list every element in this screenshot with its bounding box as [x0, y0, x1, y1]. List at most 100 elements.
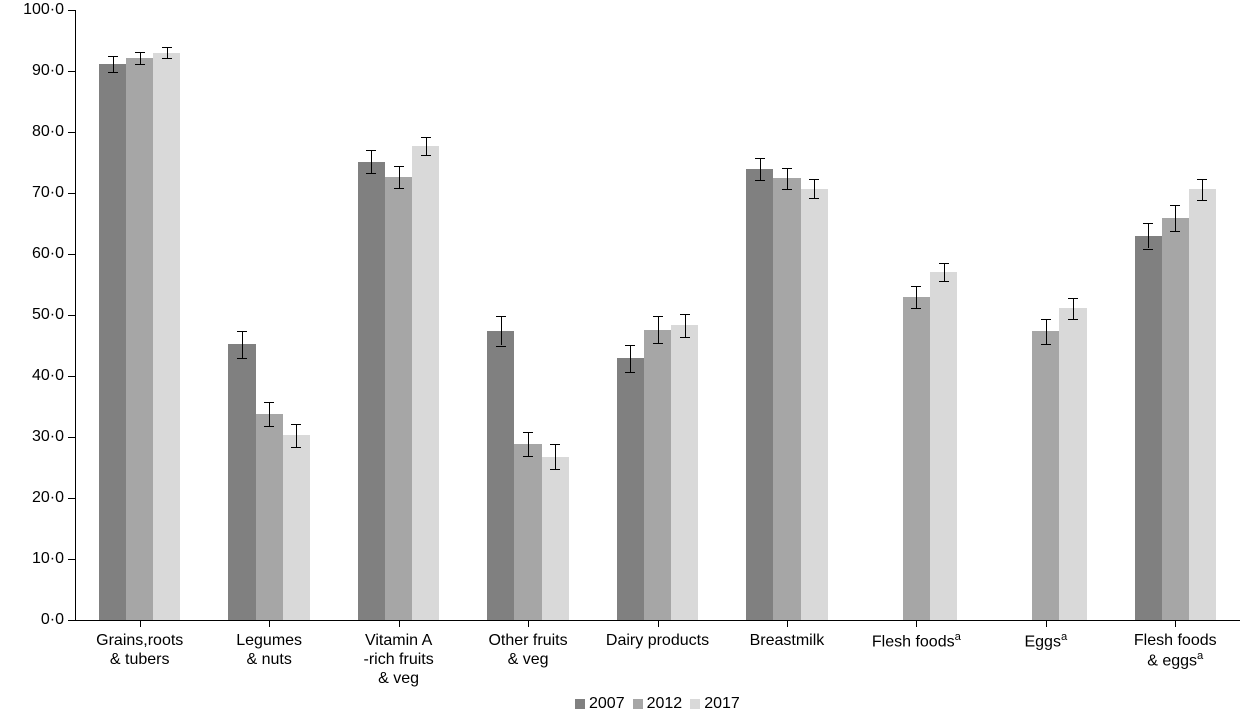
bar — [99, 64, 126, 620]
error-cap — [108, 72, 118, 73]
x-tick-label: Flesh foods& eggsa — [1111, 631, 1240, 671]
error-cap — [496, 316, 506, 317]
error-cap — [1197, 179, 1207, 180]
y-tick-label: 20·0 — [0, 489, 64, 507]
bar — [903, 297, 930, 620]
y-tick-label: 10·0 — [0, 550, 64, 568]
error-cap — [1143, 223, 1153, 224]
y-tick-label: 30·0 — [0, 428, 64, 446]
bar — [1162, 218, 1189, 620]
x-tick — [787, 620, 788, 627]
y-tick-label: 60·0 — [0, 245, 64, 263]
error-cap — [939, 263, 949, 264]
legend-swatch — [690, 699, 700, 709]
error-bar — [658, 316, 659, 343]
y-tick-label: 80·0 — [0, 123, 64, 141]
error-cap — [135, 52, 145, 53]
y-tick-label: 90·0 — [0, 62, 64, 80]
error-cap — [264, 402, 274, 403]
error-cap — [782, 189, 792, 190]
error-cap — [1197, 200, 1207, 201]
bar — [487, 331, 514, 620]
error-bar — [555, 444, 556, 468]
y-tick — [68, 559, 75, 560]
error-cap — [421, 155, 431, 156]
error-cap — [264, 426, 274, 427]
error-bar — [1148, 223, 1149, 249]
x-tick-label: Eggsa — [981, 631, 1110, 652]
y-tick — [68, 71, 75, 72]
error-cap — [653, 316, 663, 317]
y-tick — [68, 498, 75, 499]
error-cap — [135, 64, 145, 65]
bar — [542, 457, 569, 620]
error-cap — [625, 345, 635, 346]
error-cap — [782, 168, 792, 169]
bar — [228, 344, 255, 620]
error-cap — [653, 343, 663, 344]
error-cap — [625, 372, 635, 373]
legend-item: 2017 — [690, 695, 740, 713]
superscript: a — [1197, 650, 1203, 662]
x-tick-label: Legumes& nuts — [204, 631, 333, 669]
y-tick-label: 70·0 — [0, 184, 64, 202]
bar — [1189, 189, 1216, 620]
bar — [385, 177, 412, 620]
legend-label: 2017 — [704, 695, 740, 713]
error-bar — [944, 263, 945, 281]
x-tick — [528, 620, 529, 627]
bar — [773, 178, 800, 620]
error-cap — [550, 444, 560, 445]
error-cap — [237, 331, 247, 332]
error-cap — [1041, 344, 1051, 345]
error-cap — [1170, 231, 1180, 232]
error-cap — [108, 56, 118, 57]
y-tick — [68, 620, 75, 621]
error-bar — [167, 47, 168, 58]
x-tick-label: Other fruits& veg — [463, 631, 592, 669]
error-cap — [523, 432, 533, 433]
y-tick — [68, 193, 75, 194]
error-cap — [394, 188, 404, 189]
legend-label: 2012 — [647, 695, 683, 713]
error-bar — [1202, 179, 1203, 200]
error-cap — [1041, 319, 1051, 320]
x-tick — [140, 620, 141, 627]
x-tick — [399, 620, 400, 627]
x-tick — [269, 620, 270, 627]
error-bar — [371, 150, 372, 173]
error-cap — [755, 158, 765, 159]
superscript: a — [955, 631, 961, 643]
y-tick-label: 40·0 — [0, 367, 64, 385]
bar — [358, 162, 385, 620]
error-bar — [814, 179, 815, 199]
x-tick-label: Dairy products — [593, 631, 722, 650]
legend-item: 2012 — [633, 695, 683, 713]
error-bar — [399, 166, 400, 188]
legend-item: 2007 — [575, 695, 625, 713]
legend-swatch — [575, 699, 585, 709]
bar — [412, 146, 439, 620]
bar — [126, 58, 153, 620]
error-bar — [528, 432, 529, 456]
error-cap — [1068, 298, 1078, 299]
error-cap — [911, 286, 921, 287]
y-tick-label: 50·0 — [0, 306, 64, 324]
bar — [671, 325, 698, 620]
error-bar — [242, 331, 243, 358]
error-bar — [760, 158, 761, 180]
x-tick-label: Breastmilk — [722, 631, 851, 650]
x-tick — [1175, 620, 1176, 627]
error-cap — [496, 346, 506, 347]
x-tick-label: Flesh foodsa — [852, 631, 981, 652]
plot-area — [75, 10, 1240, 620]
error-cap — [523, 456, 533, 457]
error-cap — [421, 137, 431, 138]
bar — [801, 189, 828, 620]
y-tick — [68, 315, 75, 316]
error-cap — [809, 198, 819, 199]
error-cap — [809, 179, 819, 180]
error-bar — [140, 52, 141, 64]
error-cap — [1143, 249, 1153, 250]
error-bar — [269, 402, 270, 426]
